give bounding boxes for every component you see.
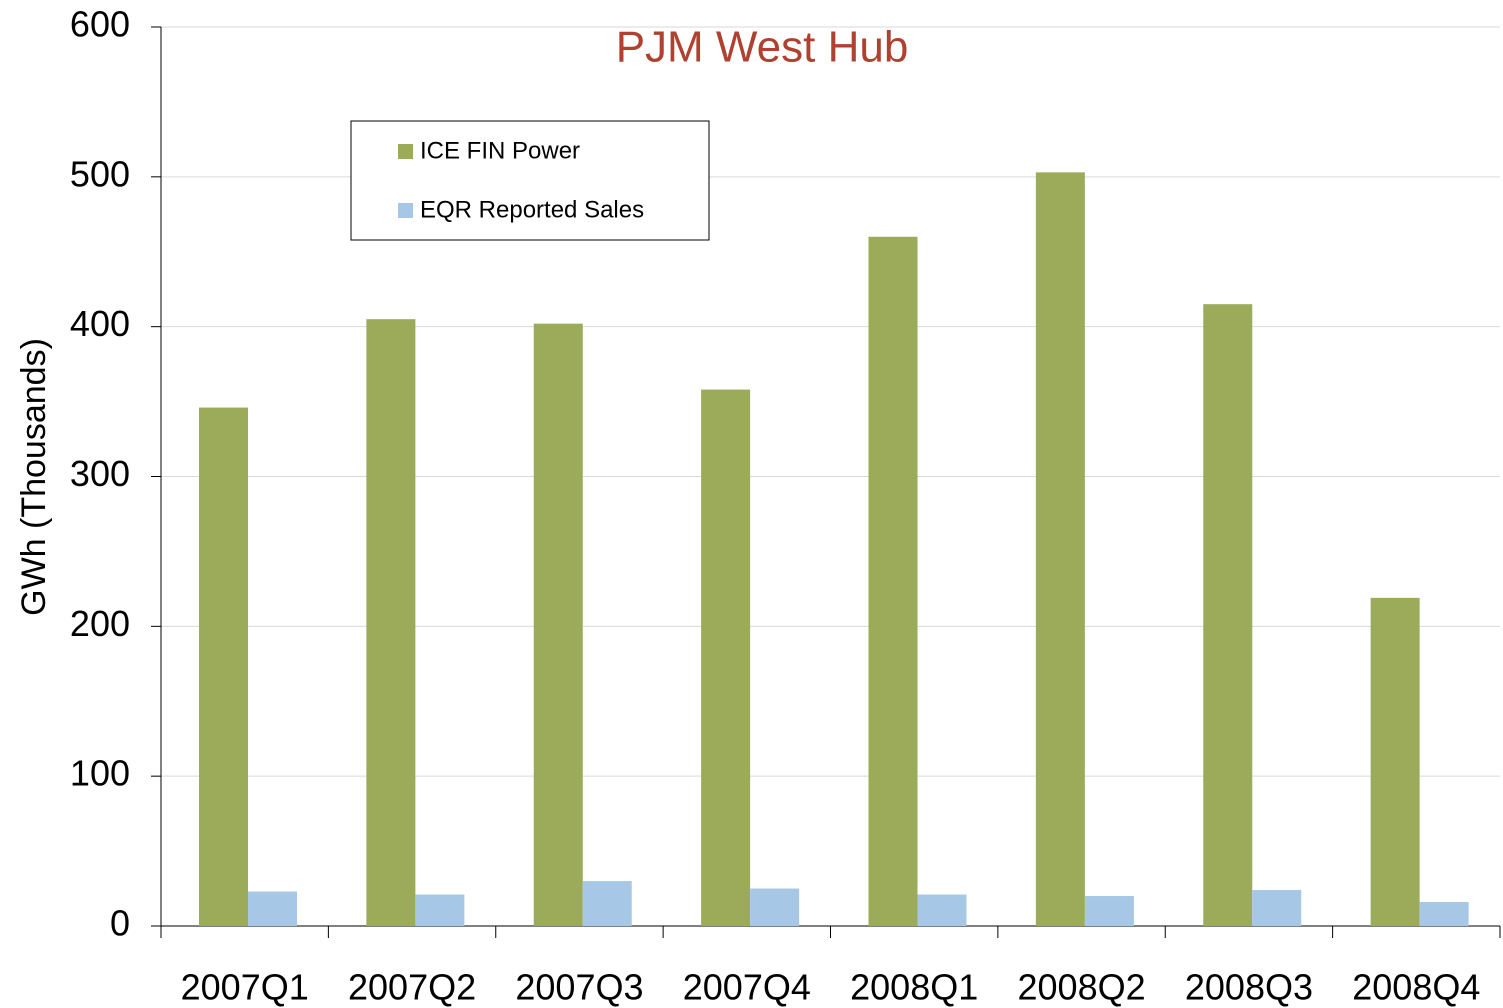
y-tick-label: 100 (70, 753, 130, 794)
bar (1252, 890, 1302, 926)
y-tick-label: 300 (70, 453, 130, 494)
y-tick-label: 200 (70, 603, 130, 644)
legend: ICE FIN Power EQR Reported Sales (350, 120, 710, 241)
legend-label: EQR Reported Sales (420, 196, 644, 223)
legend-swatch (398, 203, 413, 218)
bar (415, 894, 465, 926)
x-tick-label: 2008Q1 (850, 967, 978, 1008)
bar (1370, 597, 1420, 926)
x-tick-label: 2008Q3 (1185, 967, 1313, 1008)
legend-label: ICE FIN Power (420, 137, 580, 164)
x-tick-label: 2007Q1 (181, 967, 309, 1008)
x-tick-label: 2007Q3 (515, 967, 643, 1008)
y-axis-label: GWh (Thousands) (15, 338, 53, 616)
bar (701, 389, 751, 926)
bar (917, 894, 967, 926)
y-tick-label: 400 (70, 303, 130, 344)
bar (366, 319, 416, 926)
bar (533, 323, 583, 926)
bar (248, 891, 297, 926)
y-tick-label: 0 (110, 903, 130, 944)
x-tick-label: 2008Q2 (1018, 967, 1146, 1008)
bar (199, 407, 248, 926)
x-tick-label: 2008Q4 (1352, 967, 1480, 1008)
x-tick-label: 2007Q2 (348, 967, 476, 1008)
legend-box (350, 120, 710, 241)
y-tick-label: 500 (70, 153, 130, 194)
bar (1419, 902, 1469, 926)
x-tick-label: 2007Q4 (683, 967, 811, 1008)
bar (1035, 172, 1085, 927)
bar (1084, 896, 1134, 926)
bar (750, 888, 800, 926)
legend-swatch (398, 144, 413, 159)
y-tick-label: 600 (70, 4, 130, 45)
bar (1203, 304, 1253, 927)
bar (868, 236, 918, 926)
bar (582, 881, 632, 926)
chart-title: PJM West Hub (616, 23, 909, 72)
